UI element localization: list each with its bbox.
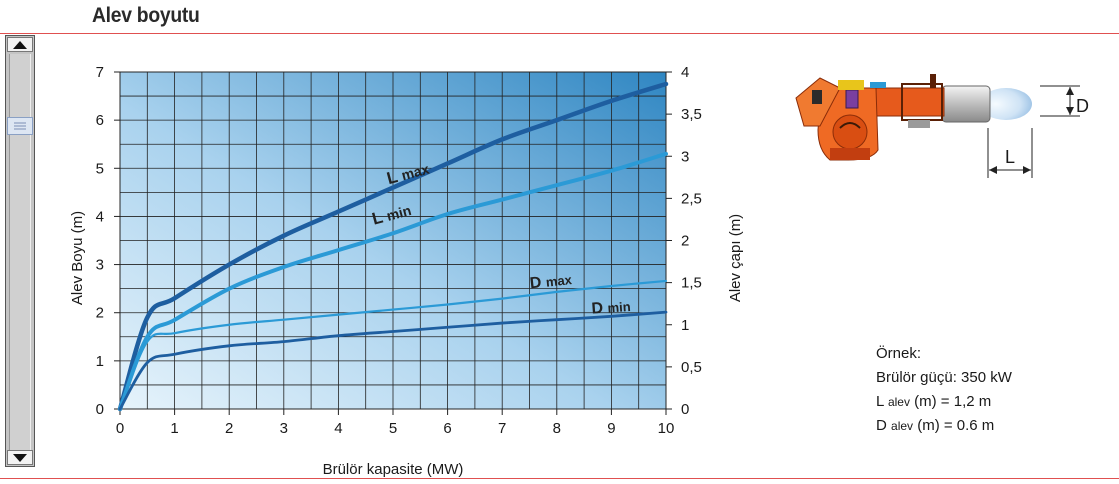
- footer-rule: [0, 478, 1119, 479]
- series-line-l-max: [117, 81, 669, 412]
- y-tick-label: 5: [96, 160, 104, 177]
- example-d-rest: (m) = 0.6 m: [917, 417, 995, 434]
- series-line-d-max: [118, 279, 668, 411]
- example-d-line: D alev (m) = 0.6 m: [876, 417, 994, 434]
- x-tick-label: 9: [607, 420, 615, 437]
- y2-tick-label: 2,5: [681, 190, 702, 207]
- tick-labels: 0 1 2 3 4 5 6 7 8 9 10 0 1 2 3 4 5 6 7 0 0,5 1 1,5 2 2,5 3 3,5 4: [96, 64, 702, 437]
- vertical-scrollbar[interactable]: [5, 35, 35, 467]
- y2-tick-label: 1: [681, 317, 689, 334]
- y-tick-label: 0: [96, 401, 104, 418]
- y2-tick-label: 3,5: [681, 106, 702, 123]
- example-power-line: Brülör güçü: 350 kW: [876, 369, 1012, 386]
- diagram-l-label: L: [1005, 147, 1015, 167]
- grid: [119, 71, 667, 410]
- y-tick-label: 1: [96, 353, 104, 370]
- x-tick-label: 0: [116, 420, 124, 437]
- y-axis-label: Alev Boyu (m): [69, 211, 86, 305]
- flame-shape: [980, 88, 1032, 120]
- triangle-up-icon: [13, 40, 27, 49]
- y-tick-label: 3: [96, 257, 104, 274]
- triangle-down-icon: [13, 453, 27, 462]
- diagram-d-label: D: [1076, 96, 1089, 116]
- y-tick-label: 2: [96, 305, 104, 322]
- scroll-thumb[interactable]: [7, 117, 33, 135]
- page-title: Alev boyutu: [92, 4, 200, 27]
- header-rule: [0, 33, 1119, 34]
- curve-labels: L max L min D max D min: [370, 159, 631, 318]
- y-tick-label: 4: [96, 208, 104, 225]
- y2-axis-label: Alev çapı (m): [727, 214, 744, 302]
- burner-diagram: D L: [795, 74, 1089, 178]
- example-d-main: D: [876, 417, 887, 434]
- x-tick-label: 8: [553, 420, 561, 437]
- burner-motor: [845, 89, 859, 109]
- x-tick-label: 3: [280, 420, 288, 437]
- example-heading: Örnek:: [876, 345, 922, 362]
- y2-tick-label: 4: [681, 64, 689, 81]
- x-tick-label: 6: [443, 420, 451, 437]
- curve-label-d-min: D min: [591, 298, 631, 318]
- x-tick-label: 5: [389, 420, 397, 437]
- example-l-rest: (m) = 1,2 m: [914, 393, 992, 410]
- example-l-main: L: [876, 393, 884, 410]
- scroll-up-button[interactable]: [7, 37, 33, 52]
- series-line-l-min: [118, 151, 668, 411]
- y2-tick-label: 0,5: [681, 359, 702, 376]
- y-tick-label: 6: [96, 112, 104, 129]
- x-tick-label: 1: [170, 420, 178, 437]
- y2-tick-label: 0: [681, 401, 689, 418]
- example-l-sub: alev: [887, 395, 910, 409]
- y-tick-label: 7: [96, 64, 104, 81]
- example-l-line: L alev (m) = 1,2 m: [876, 393, 991, 410]
- series-line-d-min: [118, 310, 668, 411]
- burner-nozzle: [941, 85, 991, 123]
- y2-tick-label: 1,5: [681, 275, 702, 292]
- series-lines: [117, 81, 669, 412]
- x-tick-label: 4: [334, 420, 342, 437]
- x-axis-label: Brülör kapasite (MW): [323, 461, 464, 478]
- curve-label-l-max: L max: [385, 159, 431, 188]
- scroll-down-button[interactable]: [7, 450, 33, 465]
- grip-lines-icon: [14, 122, 26, 130]
- x-tick-label: 2: [225, 420, 233, 437]
- x-tick-label: 10: [658, 420, 675, 437]
- fan-housing: [832, 114, 868, 150]
- scroll-track[interactable]: [9, 54, 31, 450]
- curve-label-d-max: D max: [529, 271, 573, 292]
- x-tick-label: 7: [498, 420, 506, 437]
- y2-tick-label: 2: [681, 233, 689, 250]
- y2-tick-label: 3: [681, 148, 689, 165]
- example-d-sub: alev: [891, 419, 914, 433]
- curve-label-l-min: L min: [370, 200, 413, 229]
